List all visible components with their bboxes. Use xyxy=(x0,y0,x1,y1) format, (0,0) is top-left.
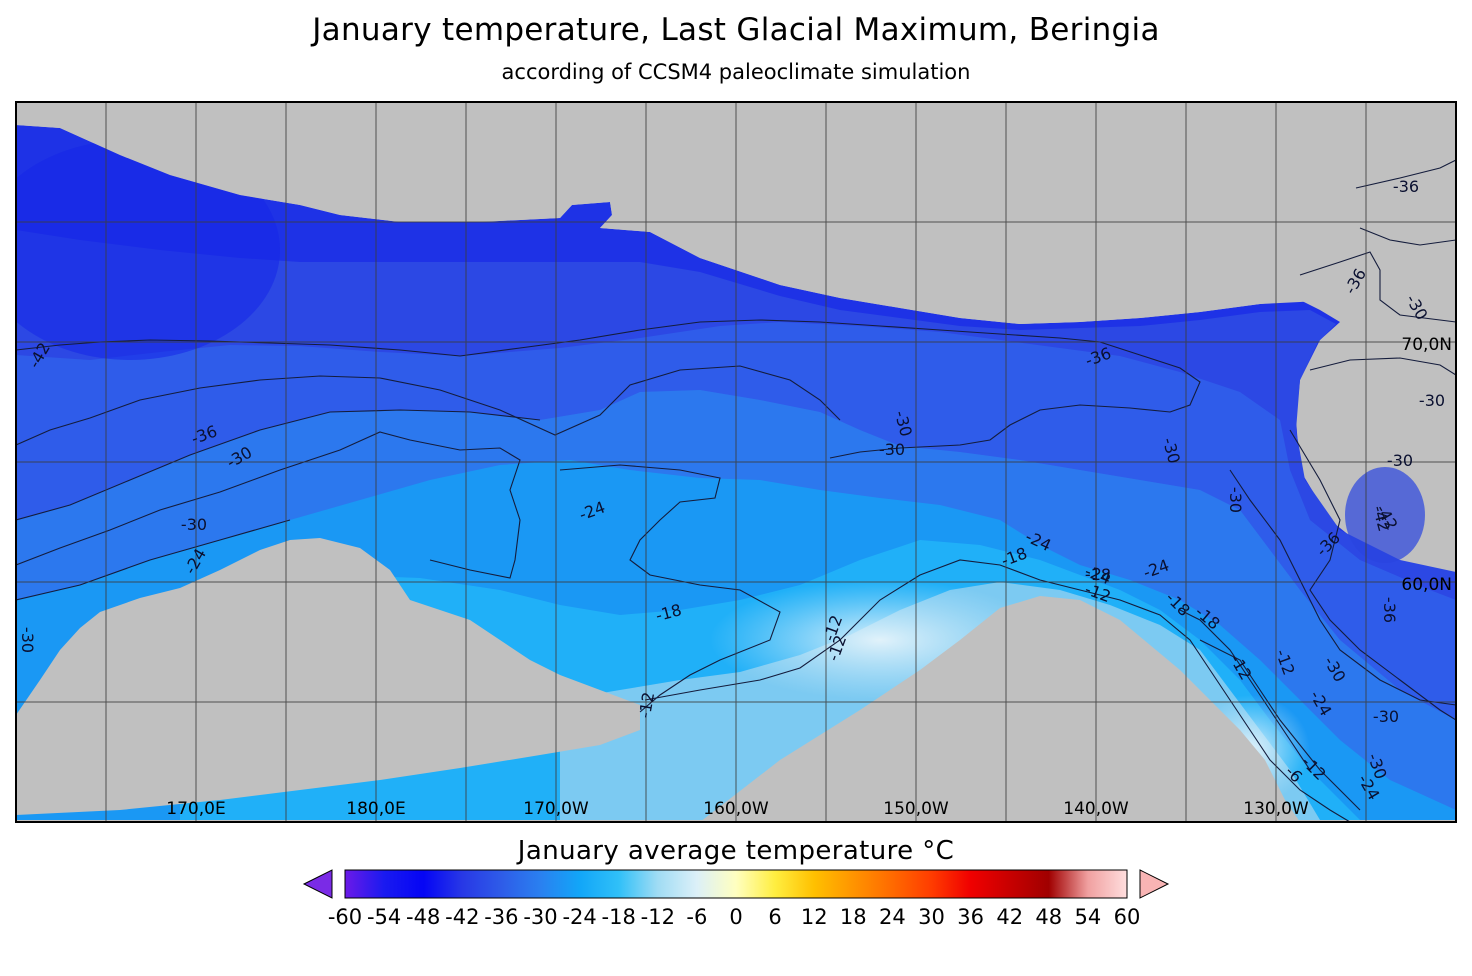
contour-label: -30 xyxy=(1226,487,1245,513)
colorbar-tick: -30 xyxy=(523,905,557,929)
land-gulf-of-alaska xyxy=(700,596,1300,822)
colorbar-tick: -36 xyxy=(484,905,518,929)
longitude-label: 130,0W xyxy=(1243,799,1309,819)
graticule xyxy=(16,102,1456,822)
contour-label: -12 xyxy=(635,691,658,720)
latitude-labels: 70,0N 60,0N xyxy=(1401,335,1452,595)
latitude-label: 60,0N xyxy=(1401,575,1452,595)
colorbar-tick: -6 xyxy=(686,905,707,929)
map-title: January temperature, Last Glacial Maximu… xyxy=(312,12,1160,48)
colorbar-tick: 60 xyxy=(1114,905,1141,929)
map-subtitle: according of CCSM4 paleoclimate simulati… xyxy=(501,60,971,84)
longitude-label: 170,0W xyxy=(523,799,589,819)
contour-label: -18 xyxy=(1085,565,1111,584)
longitude-label: 150,0W xyxy=(883,799,949,819)
colorbar-tick: 18 xyxy=(840,905,867,929)
colorbar-tick: 30 xyxy=(918,905,945,929)
map-panel: -42-36-30-30-24-24-30-30-24-18-30-30-12-… xyxy=(16,102,1456,822)
colorbar-gradient xyxy=(344,869,1128,899)
colorbar-tick: 42 xyxy=(996,905,1023,929)
colorbar-title: January average temperature °C xyxy=(517,836,955,866)
colorbar-tick: -42 xyxy=(445,905,479,929)
longitude-label: 160,0W xyxy=(703,799,769,819)
contour-label: -36 xyxy=(1380,597,1399,623)
colorbar-tick: 36 xyxy=(957,905,984,929)
contour-label: -30 xyxy=(1419,391,1445,410)
contour-label: -30 xyxy=(1373,707,1399,726)
colorbar-tick: 0 xyxy=(729,905,742,929)
colorbar-tick: -60 xyxy=(328,905,362,929)
longitude-label: 140,0W xyxy=(1063,799,1129,819)
contour-label: -30 xyxy=(879,440,905,459)
contour-label: -30 xyxy=(1387,451,1413,470)
contour-lines xyxy=(16,159,1456,822)
colorbar-tick: -54 xyxy=(367,905,401,929)
land-chukotka-south xyxy=(16,538,640,815)
contour-label: -36 xyxy=(1393,177,1419,196)
longitude-labels: 170,0E 180,0E 170,0W 160,0W 150,0W 140,0W 130,… xyxy=(166,799,1309,819)
cold-pool-yukon xyxy=(1345,467,1425,563)
land-arctic-island xyxy=(1300,236,1456,300)
colorbar-tick: 6 xyxy=(768,905,781,929)
colorbar-tick-labels: -60 -54 -48 -42 -36 -30 -24 -18 -12 -6 0 6 12 18 24 30 3… xyxy=(328,905,1141,929)
longitude-label: 170,0E xyxy=(166,799,225,819)
cold-pool-west xyxy=(16,140,280,360)
colorbar-tick: 12 xyxy=(801,905,828,929)
colorbar-tick: -18 xyxy=(602,905,636,929)
contour-label: -30 xyxy=(18,627,37,653)
colorbar: -60 -54 -48 -42 -36 -30 -24 -18 -12 -6 0 6 12 18 24 30 3… xyxy=(302,869,1170,929)
longitude-label: 180,0E xyxy=(346,799,405,819)
contour-label: -30 xyxy=(181,515,207,534)
colorbar-under-arrow xyxy=(302,869,333,899)
colorbar-tick: -48 xyxy=(406,905,440,929)
colorbar-tick: -12 xyxy=(641,905,675,929)
colorbar-tick: -24 xyxy=(562,905,596,929)
colorbar-tick: 48 xyxy=(1035,905,1062,929)
colorbar-over-arrow xyxy=(1139,869,1170,899)
colorbar-tick: 54 xyxy=(1075,905,1102,929)
map-frame xyxy=(15,101,1457,823)
colorbar-tick: 24 xyxy=(879,905,906,929)
latitude-label: 70,0N xyxy=(1401,335,1452,355)
